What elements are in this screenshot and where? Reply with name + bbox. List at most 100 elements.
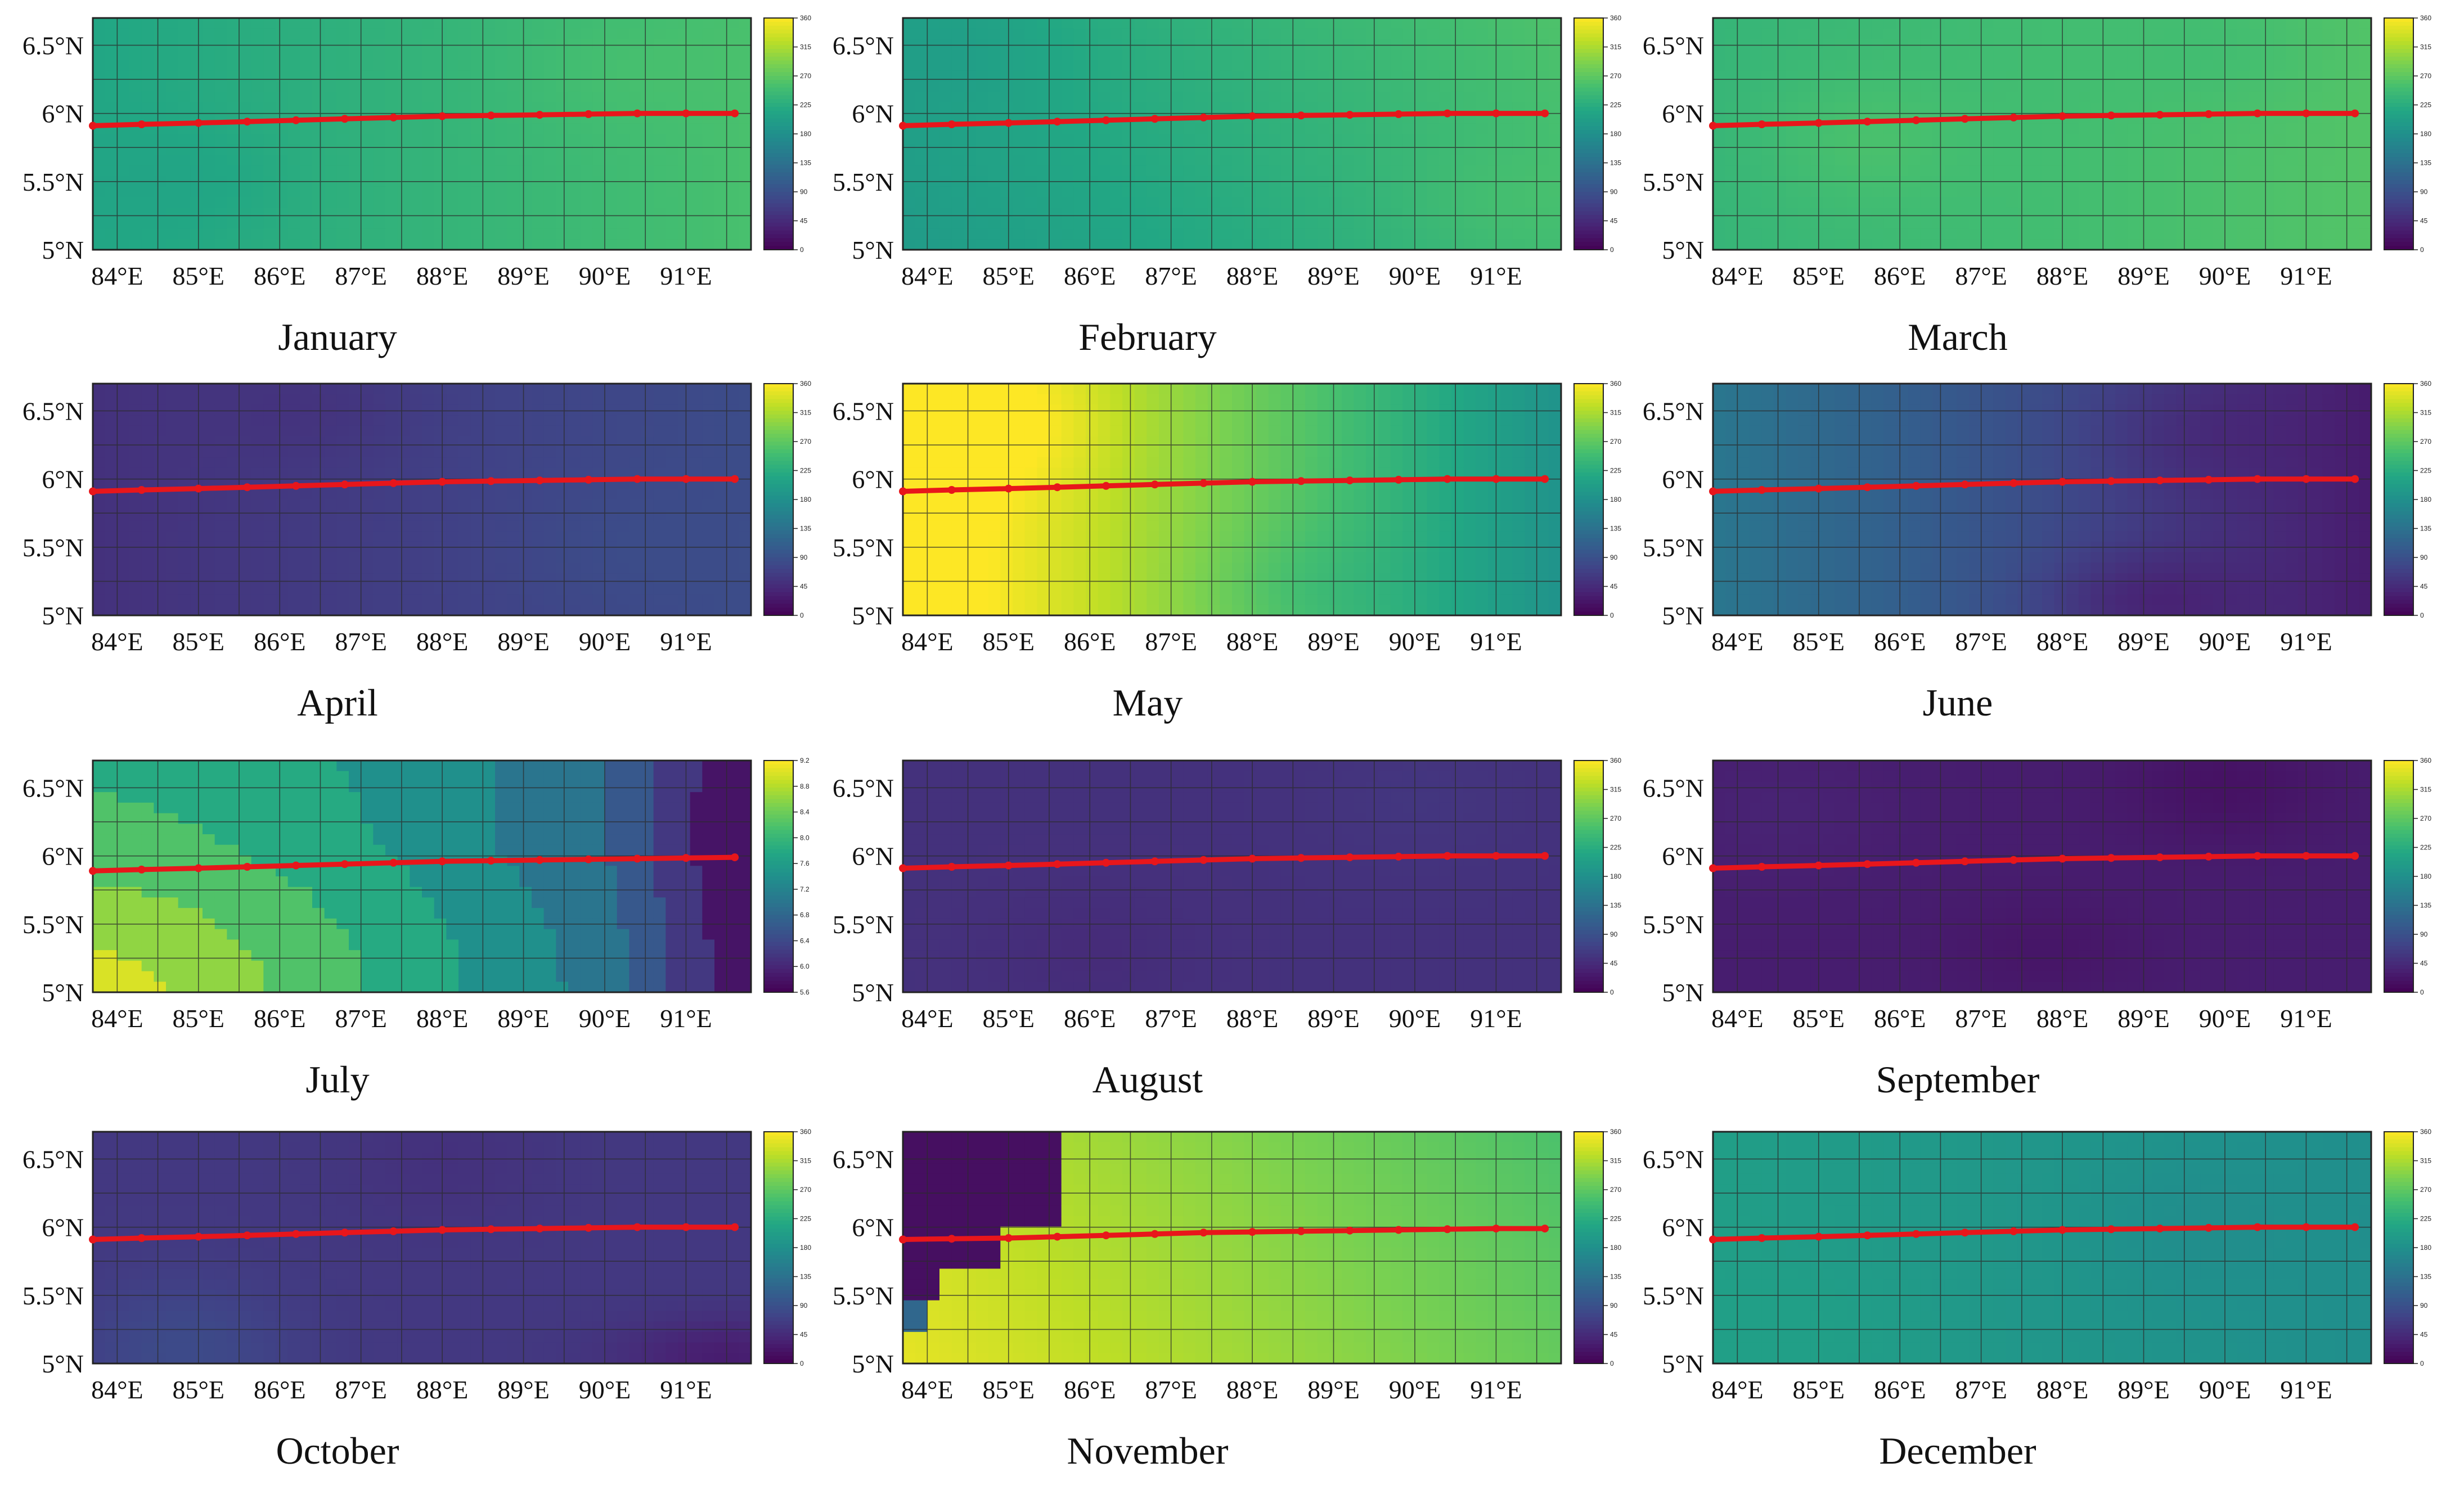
heatmap-cell	[507, 39, 520, 50]
heatmap-cell	[988, 134, 1001, 145]
heatmap-cell	[227, 18, 240, 29]
heatmap-cell	[251, 228, 264, 240]
heatmap-cell	[1549, 218, 1562, 230]
heatmap-cell	[93, 520, 106, 532]
heatmap-cell	[2261, 134, 2274, 145]
heatmap-cell	[1000, 218, 1013, 230]
heatmap-cell	[141, 404, 154, 416]
heatmap-cell	[1110, 123, 1123, 134]
heatmap-cell	[2164, 50, 2177, 61]
heatmap-cell	[361, 583, 374, 595]
heatmap-cell	[1354, 50, 1366, 61]
heatmap-cell	[1220, 50, 1233, 61]
heatmap-cell	[1761, 28, 1774, 40]
heatmap-cell	[93, 425, 106, 437]
heatmap-cell	[141, 573, 154, 584]
heatmap-cell	[203, 18, 215, 29]
heatmap-cell	[1159, 39, 1172, 50]
heatmap-cell	[702, 81, 715, 92]
heatmap-cell	[1439, 81, 1452, 92]
heatmap-cell	[2249, 123, 2262, 134]
colorbar-segment	[764, 130, 793, 134]
heatmap-cell	[324, 102, 337, 114]
heatmap-cell	[1823, 39, 1836, 50]
heatmap-cell	[2139, 218, 2152, 230]
heatmap-cell	[690, 134, 703, 145]
heatmap-cell	[1957, 197, 1970, 208]
heatmap-cell	[592, 50, 605, 61]
heatmap-cell	[1000, 239, 1013, 250]
heatmap-cell	[1329, 134, 1342, 145]
heatmap-cell	[446, 425, 459, 437]
heatmap-cell	[117, 552, 130, 563]
heatmap-cell	[1810, 155, 1823, 166]
heatmap-cell	[1049, 144, 1062, 156]
heatmap-cell	[543, 605, 556, 616]
heatmap-cell	[1073, 70, 1086, 82]
colorbar-segment	[1574, 45, 1603, 50]
heatmap-cell	[178, 70, 191, 82]
heatmap-cell	[2127, 92, 2140, 103]
heatmap-cell	[580, 394, 593, 406]
heatmap-cell	[2335, 186, 2348, 197]
heatmap-cell	[239, 394, 252, 406]
heatmap-cell	[951, 18, 964, 29]
heatmap-cell	[1883, 102, 1896, 114]
heatmap-cell	[1244, 18, 1257, 29]
heatmap-cell	[312, 531, 325, 542]
heatmap-cell	[1159, 144, 1172, 156]
heatmap-cell	[251, 520, 264, 532]
heatmap-cell	[556, 447, 569, 458]
heatmap-cell	[1761, 92, 1774, 103]
heatmap-cell	[568, 18, 581, 29]
colorbar-segment	[1574, 134, 1603, 138]
heatmap-cell	[2346, 39, 2359, 50]
heatmap-cell	[927, 39, 940, 50]
x-tick-label: 88°E	[1226, 262, 1279, 290]
heatmap-cell	[629, 573, 642, 584]
heatmap-cell	[1969, 92, 1982, 103]
track-point	[340, 115, 349, 123]
heatmap-cell	[1786, 70, 1799, 82]
heatmap-cell	[1993, 165, 2006, 177]
heatmap-cell	[556, 144, 569, 156]
heatmap-cell	[1439, 208, 1452, 219]
heatmap-cell	[1713, 70, 1726, 82]
x-tick-label: 91°E	[2280, 262, 2332, 290]
heatmap-cell	[2164, 197, 2177, 208]
heatmap-cell	[1761, 102, 1774, 114]
heatmap-cell	[190, 467, 203, 479]
colorbar-tick-label: 225	[800, 101, 811, 109]
heatmap-cell	[507, 394, 520, 406]
heatmap-cell	[483, 384, 496, 395]
heatmap-cell	[1944, 70, 1957, 82]
heatmap-cell	[1476, 228, 1489, 240]
heatmap-cell	[1415, 39, 1428, 50]
heatmap-cell	[214, 155, 227, 166]
heatmap-cell	[988, 102, 1001, 114]
heatmap-cell	[300, 123, 313, 134]
heatmap-cell	[988, 144, 1001, 156]
heatmap-cell	[1451, 208, 1464, 219]
heatmap-cell	[336, 562, 349, 574]
heatmap-cell	[2188, 208, 2201, 219]
heatmap-cell	[276, 165, 289, 177]
heatmap-cell	[1073, 39, 1086, 50]
heatmap-cell	[2310, 70, 2323, 82]
heatmap-cell	[678, 144, 691, 156]
heatmap-cell	[2164, 239, 2177, 250]
heatmap-cell	[141, 165, 154, 177]
heatmap-cell	[507, 436, 520, 447]
heatmap-cell	[141, 552, 154, 563]
heatmap-cell	[2273, 134, 2286, 145]
heatmap-cell	[483, 50, 496, 61]
heatmap-cell	[666, 39, 678, 50]
heatmap-cell	[129, 81, 142, 92]
heatmap-cell	[2152, 28, 2165, 40]
heatmap-cell	[1488, 228, 1501, 240]
heatmap-cell	[227, 562, 240, 574]
heatmap-cell	[2030, 208, 2043, 219]
heatmap-cell	[373, 404, 386, 416]
heatmap-cell	[605, 436, 618, 447]
heatmap-cell	[653, 50, 666, 61]
